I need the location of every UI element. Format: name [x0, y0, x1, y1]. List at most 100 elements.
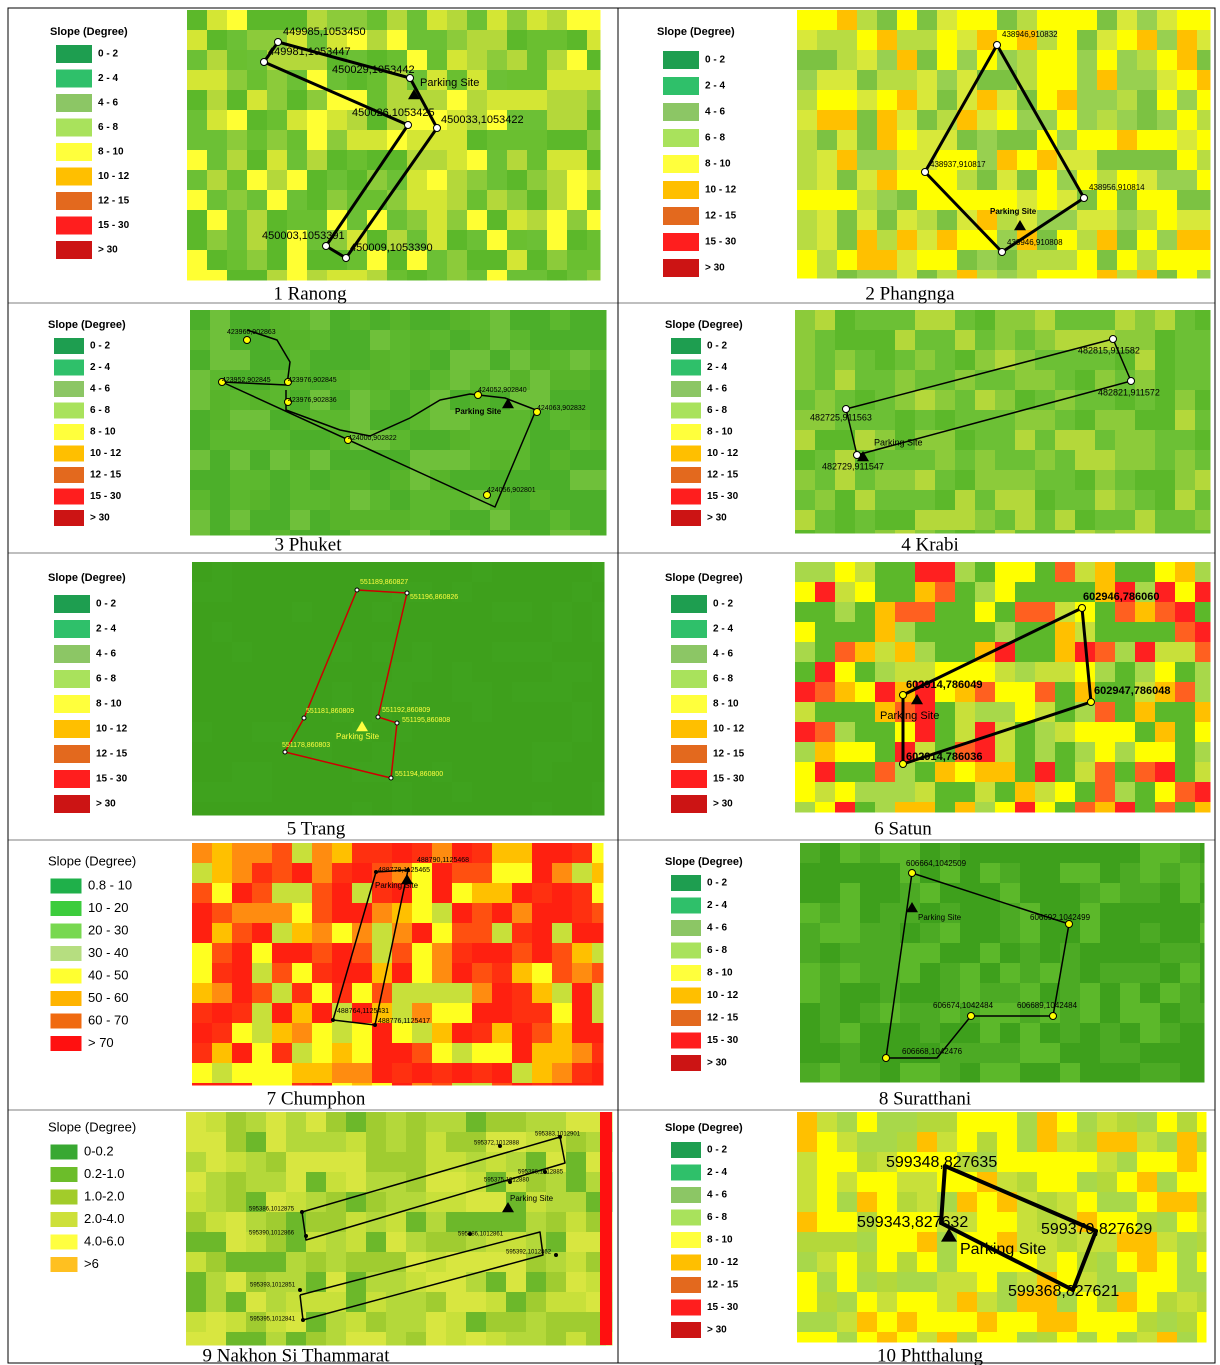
- map-cell: [1157, 130, 1178, 151]
- map-cell: [266, 1172, 287, 1193]
- map-cell: [837, 1152, 858, 1173]
- legend-label: > 30: [96, 799, 116, 810]
- map-cell: [326, 1252, 347, 1273]
- map-cell: [835, 622, 856, 643]
- map-cell: [190, 350, 211, 371]
- map-cell: [306, 1152, 327, 1173]
- map-cell: [1100, 903, 1121, 924]
- map-cell: [997, 170, 1018, 191]
- map-cell: [372, 602, 393, 623]
- map-cell: [472, 1023, 493, 1044]
- map-cell: [877, 250, 898, 271]
- map-cell: [977, 90, 998, 111]
- map-cell: [527, 250, 548, 271]
- map-cell: [312, 802, 333, 816]
- map-cell: [1037, 1172, 1058, 1193]
- map-cell: [547, 10, 568, 31]
- legend-swatch: [54, 424, 84, 440]
- map-cell: [267, 70, 288, 91]
- map-cell: [272, 562, 293, 583]
- point-label: 595375,1012880: [484, 1178, 530, 1184]
- map-cell: [937, 1172, 958, 1193]
- map-cell: [1177, 10, 1198, 31]
- map-cell: [1097, 130, 1118, 151]
- map-cell: [566, 1112, 587, 1133]
- map-cell: [1155, 642, 1176, 663]
- map-cell: [837, 1212, 858, 1233]
- map-cell: [332, 642, 353, 663]
- map-cell: [252, 943, 273, 964]
- map-cell: [940, 963, 961, 984]
- map-cell: [897, 1232, 918, 1253]
- map-cell: [212, 883, 233, 904]
- map-cell: [895, 470, 916, 491]
- map-cell: [547, 230, 568, 251]
- map-cell: [915, 602, 936, 623]
- map-cell: [1035, 350, 1056, 371]
- map-cell: [1057, 1192, 1078, 1213]
- map-cell: [210, 350, 231, 371]
- map-cell: [352, 642, 373, 663]
- map-cell: [567, 170, 588, 191]
- legend-label: 2 - 4: [90, 362, 110, 373]
- map-cell: [446, 1252, 467, 1273]
- legend-label: 8 - 10: [96, 699, 122, 710]
- map-cell: [1017, 1312, 1038, 1333]
- map-cell: [1035, 330, 1056, 351]
- map-cell: [1077, 230, 1098, 251]
- map-cell: [997, 1212, 1018, 1233]
- map-cell: [815, 350, 836, 371]
- map-cell: [272, 702, 293, 723]
- map-cell: [192, 1083, 213, 1086]
- map-cell: [1035, 310, 1056, 331]
- map-cell: [452, 923, 473, 944]
- map-cell: [212, 702, 233, 723]
- legend-swatch: [671, 795, 707, 813]
- map-cell: [187, 10, 208, 31]
- map-cell: [1197, 1132, 1207, 1153]
- map-cell: [897, 1252, 918, 1273]
- map-cell: [1075, 490, 1096, 511]
- map-cell: [492, 883, 513, 904]
- map-cell: [1015, 782, 1036, 803]
- legend-swatch: [50, 1212, 78, 1228]
- legend-label: 0.2-1.0: [84, 1166, 124, 1181]
- map-cell: [267, 90, 288, 111]
- map-cell: [840, 1043, 861, 1064]
- map-cell: [247, 70, 268, 91]
- map-cell: [572, 682, 593, 703]
- map-cell: [855, 510, 876, 531]
- map-cell: [310, 310, 331, 331]
- map-cell: [1195, 350, 1211, 371]
- map-cell: [817, 1252, 838, 1273]
- map-cell: [532, 602, 553, 623]
- map-cell: [1117, 1192, 1138, 1213]
- map-cell: [1155, 762, 1176, 783]
- map-cell: [1180, 883, 1201, 904]
- map-cell: [532, 622, 553, 643]
- map-cell: [570, 350, 591, 371]
- map-cell: [975, 470, 996, 491]
- map-cell: [1200, 1003, 1205, 1024]
- map-cell: [546, 1272, 567, 1293]
- map-cell: [980, 1063, 1001, 1083]
- map-cell: [510, 530, 531, 536]
- map-cell: [1115, 510, 1136, 531]
- map-cell: [837, 30, 858, 51]
- map-cell: [860, 963, 881, 984]
- map-cell: [387, 30, 408, 51]
- legend-label: 8 - 10: [713, 699, 739, 710]
- map-cell: [272, 943, 293, 964]
- map-cell: [935, 582, 956, 603]
- map-cell: [492, 702, 513, 723]
- map-cell: [487, 190, 508, 211]
- map-cell: [452, 883, 473, 904]
- map-cell: [372, 843, 393, 864]
- map-cell: [367, 30, 388, 51]
- map-cell: [960, 943, 981, 964]
- map-cell: [412, 722, 433, 743]
- map-cell: [815, 430, 836, 451]
- map-cell: [857, 110, 878, 131]
- map-cell: [955, 470, 976, 491]
- map-cell: [272, 582, 293, 603]
